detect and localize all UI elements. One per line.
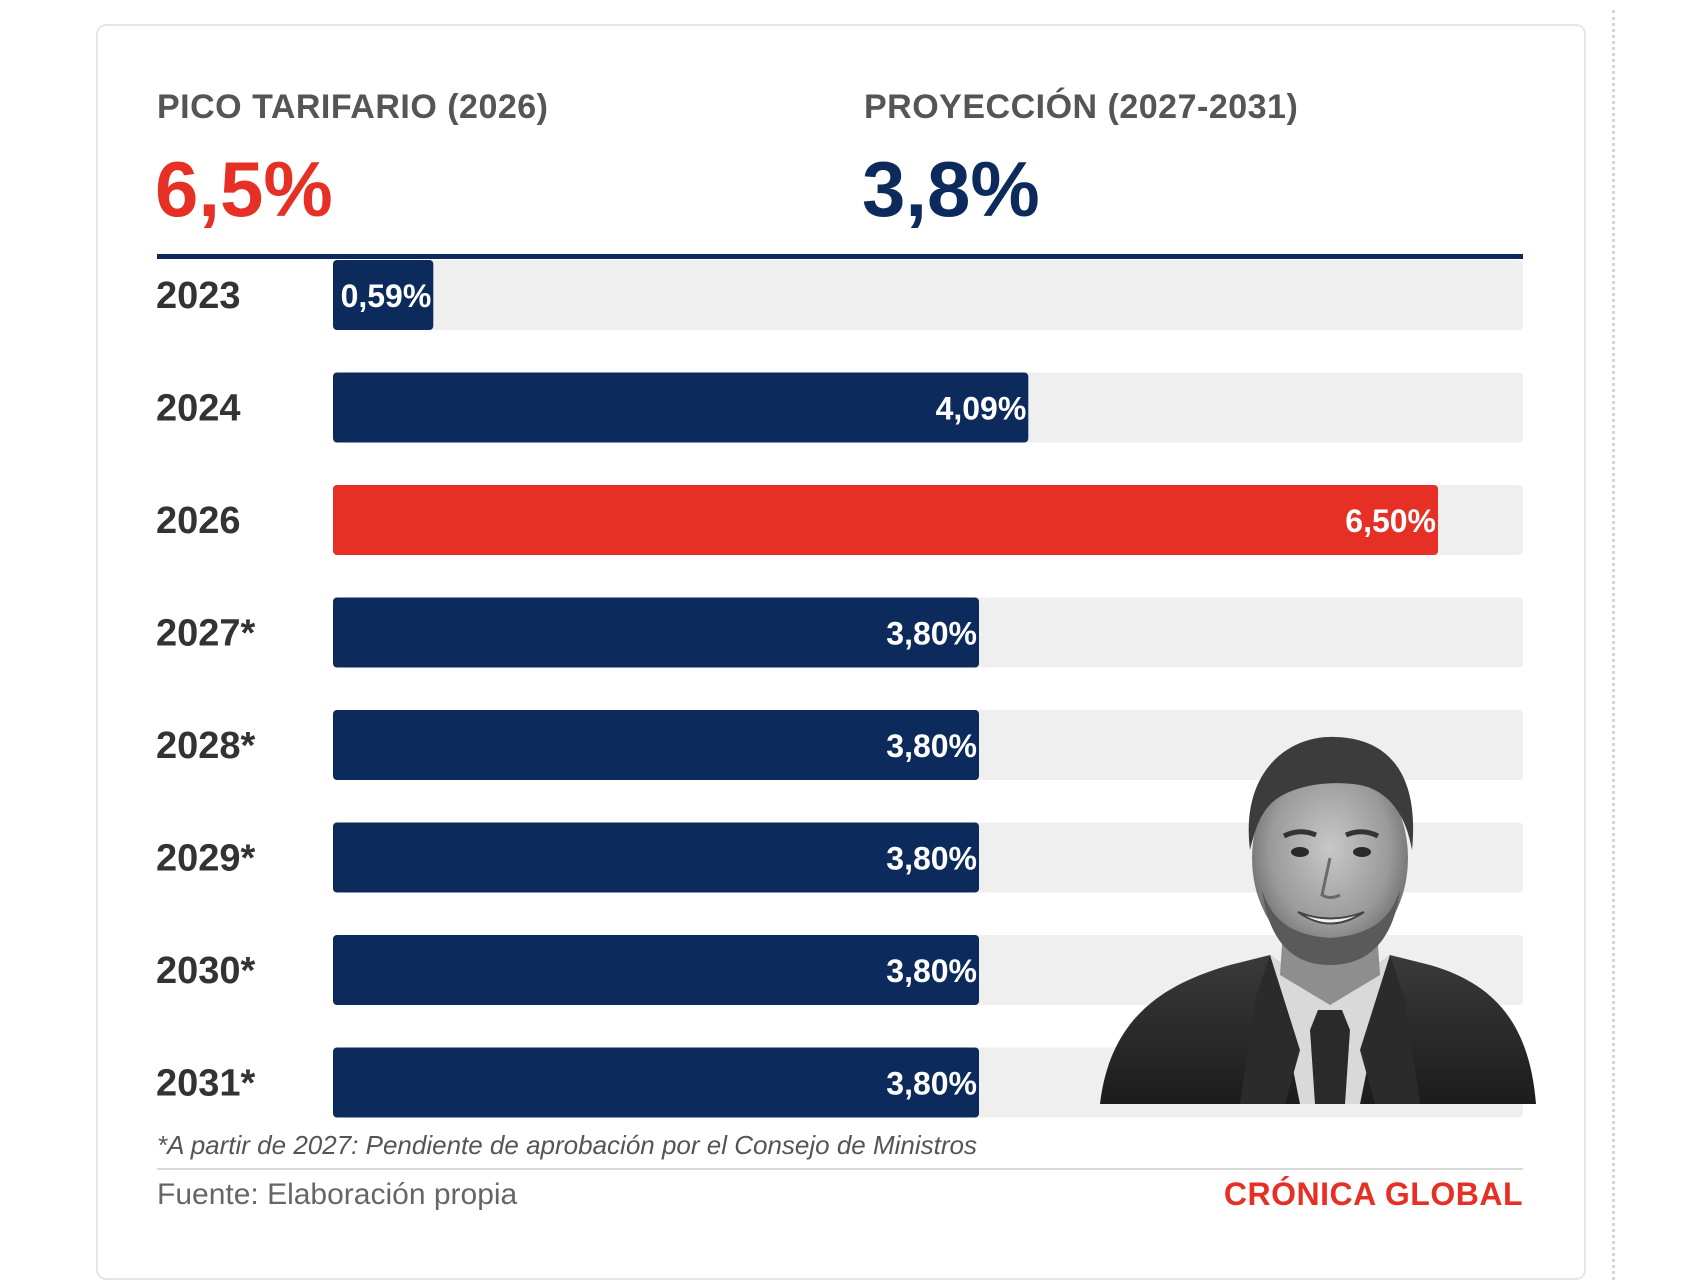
bar-2029 — [333, 822, 979, 893]
value-label: 6,50% — [1345, 503, 1436, 539]
bar-row: 2026 6,50% — [156, 485, 1523, 555]
bar-2030 — [333, 935, 979, 1005]
category-label: 2024 — [156, 388, 241, 430]
page-divider — [1612, 10, 1615, 1280]
value-label: 3,80% — [886, 616, 977, 652]
bar-2024 — [333, 372, 1029, 443]
footer-rule — [157, 1168, 1523, 1170]
source-text: Fuente: Elaboración propia — [157, 1178, 518, 1211]
bar-2027 — [333, 597, 979, 668]
bar-2031 — [333, 1047, 979, 1118]
value-label: 4,09% — [936, 391, 1027, 427]
bar-track — [333, 260, 1523, 330]
bar-row: 2028* 3,80% — [156, 710, 1523, 780]
value-label: 3,80% — [886, 953, 977, 989]
projection-kpi-label: PROYECCIÓN (2027-2031) — [864, 88, 1299, 126]
category-label: 2027* — [156, 613, 256, 655]
value-label: 3,80% — [886, 728, 977, 764]
header-rule — [157, 254, 1523, 259]
bar-row: 2029* 3,80% — [156, 822, 1523, 893]
bar-2023 — [333, 260, 434, 330]
category-label: 2026 — [156, 500, 241, 542]
projection-kpi-value: 3,8% — [862, 145, 1040, 233]
bar-2026 — [333, 485, 1438, 555]
brand-logo[interactable]: CRÓNICA GLOBAL — [1223, 1176, 1523, 1212]
bar-row: 2027* 3,80% — [156, 597, 1523, 668]
category-label: 2028* — [156, 725, 256, 767]
bar-row: 2023 0,59% — [156, 260, 1523, 330]
category-label: 2023 — [156, 275, 241, 317]
peak-kpi-label: PICO TARIFARIO (2026) — [157, 88, 549, 126]
category-label: 2030* — [156, 950, 256, 992]
peak-kpi-value: 6,5% — [155, 145, 333, 233]
value-label: 3,80% — [886, 841, 977, 877]
bar-chart: 2023 0,59%2024 4,09%2026 6,50%2027* 3,80%202… — [156, 260, 1536, 1118]
value-label: 0,59% — [341, 278, 432, 314]
bar-row: 2024 4,09% — [156, 372, 1523, 443]
person-portrait-icon — [1100, 736, 1536, 1104]
bar-2028 — [333, 710, 979, 780]
value-label: 3,80% — [886, 1066, 977, 1102]
footnote: *A partir de 2027: Pendiente de aprobaci… — [157, 1130, 977, 1160]
category-label: 2031* — [156, 1063, 256, 1105]
category-label: 2029* — [156, 838, 256, 880]
